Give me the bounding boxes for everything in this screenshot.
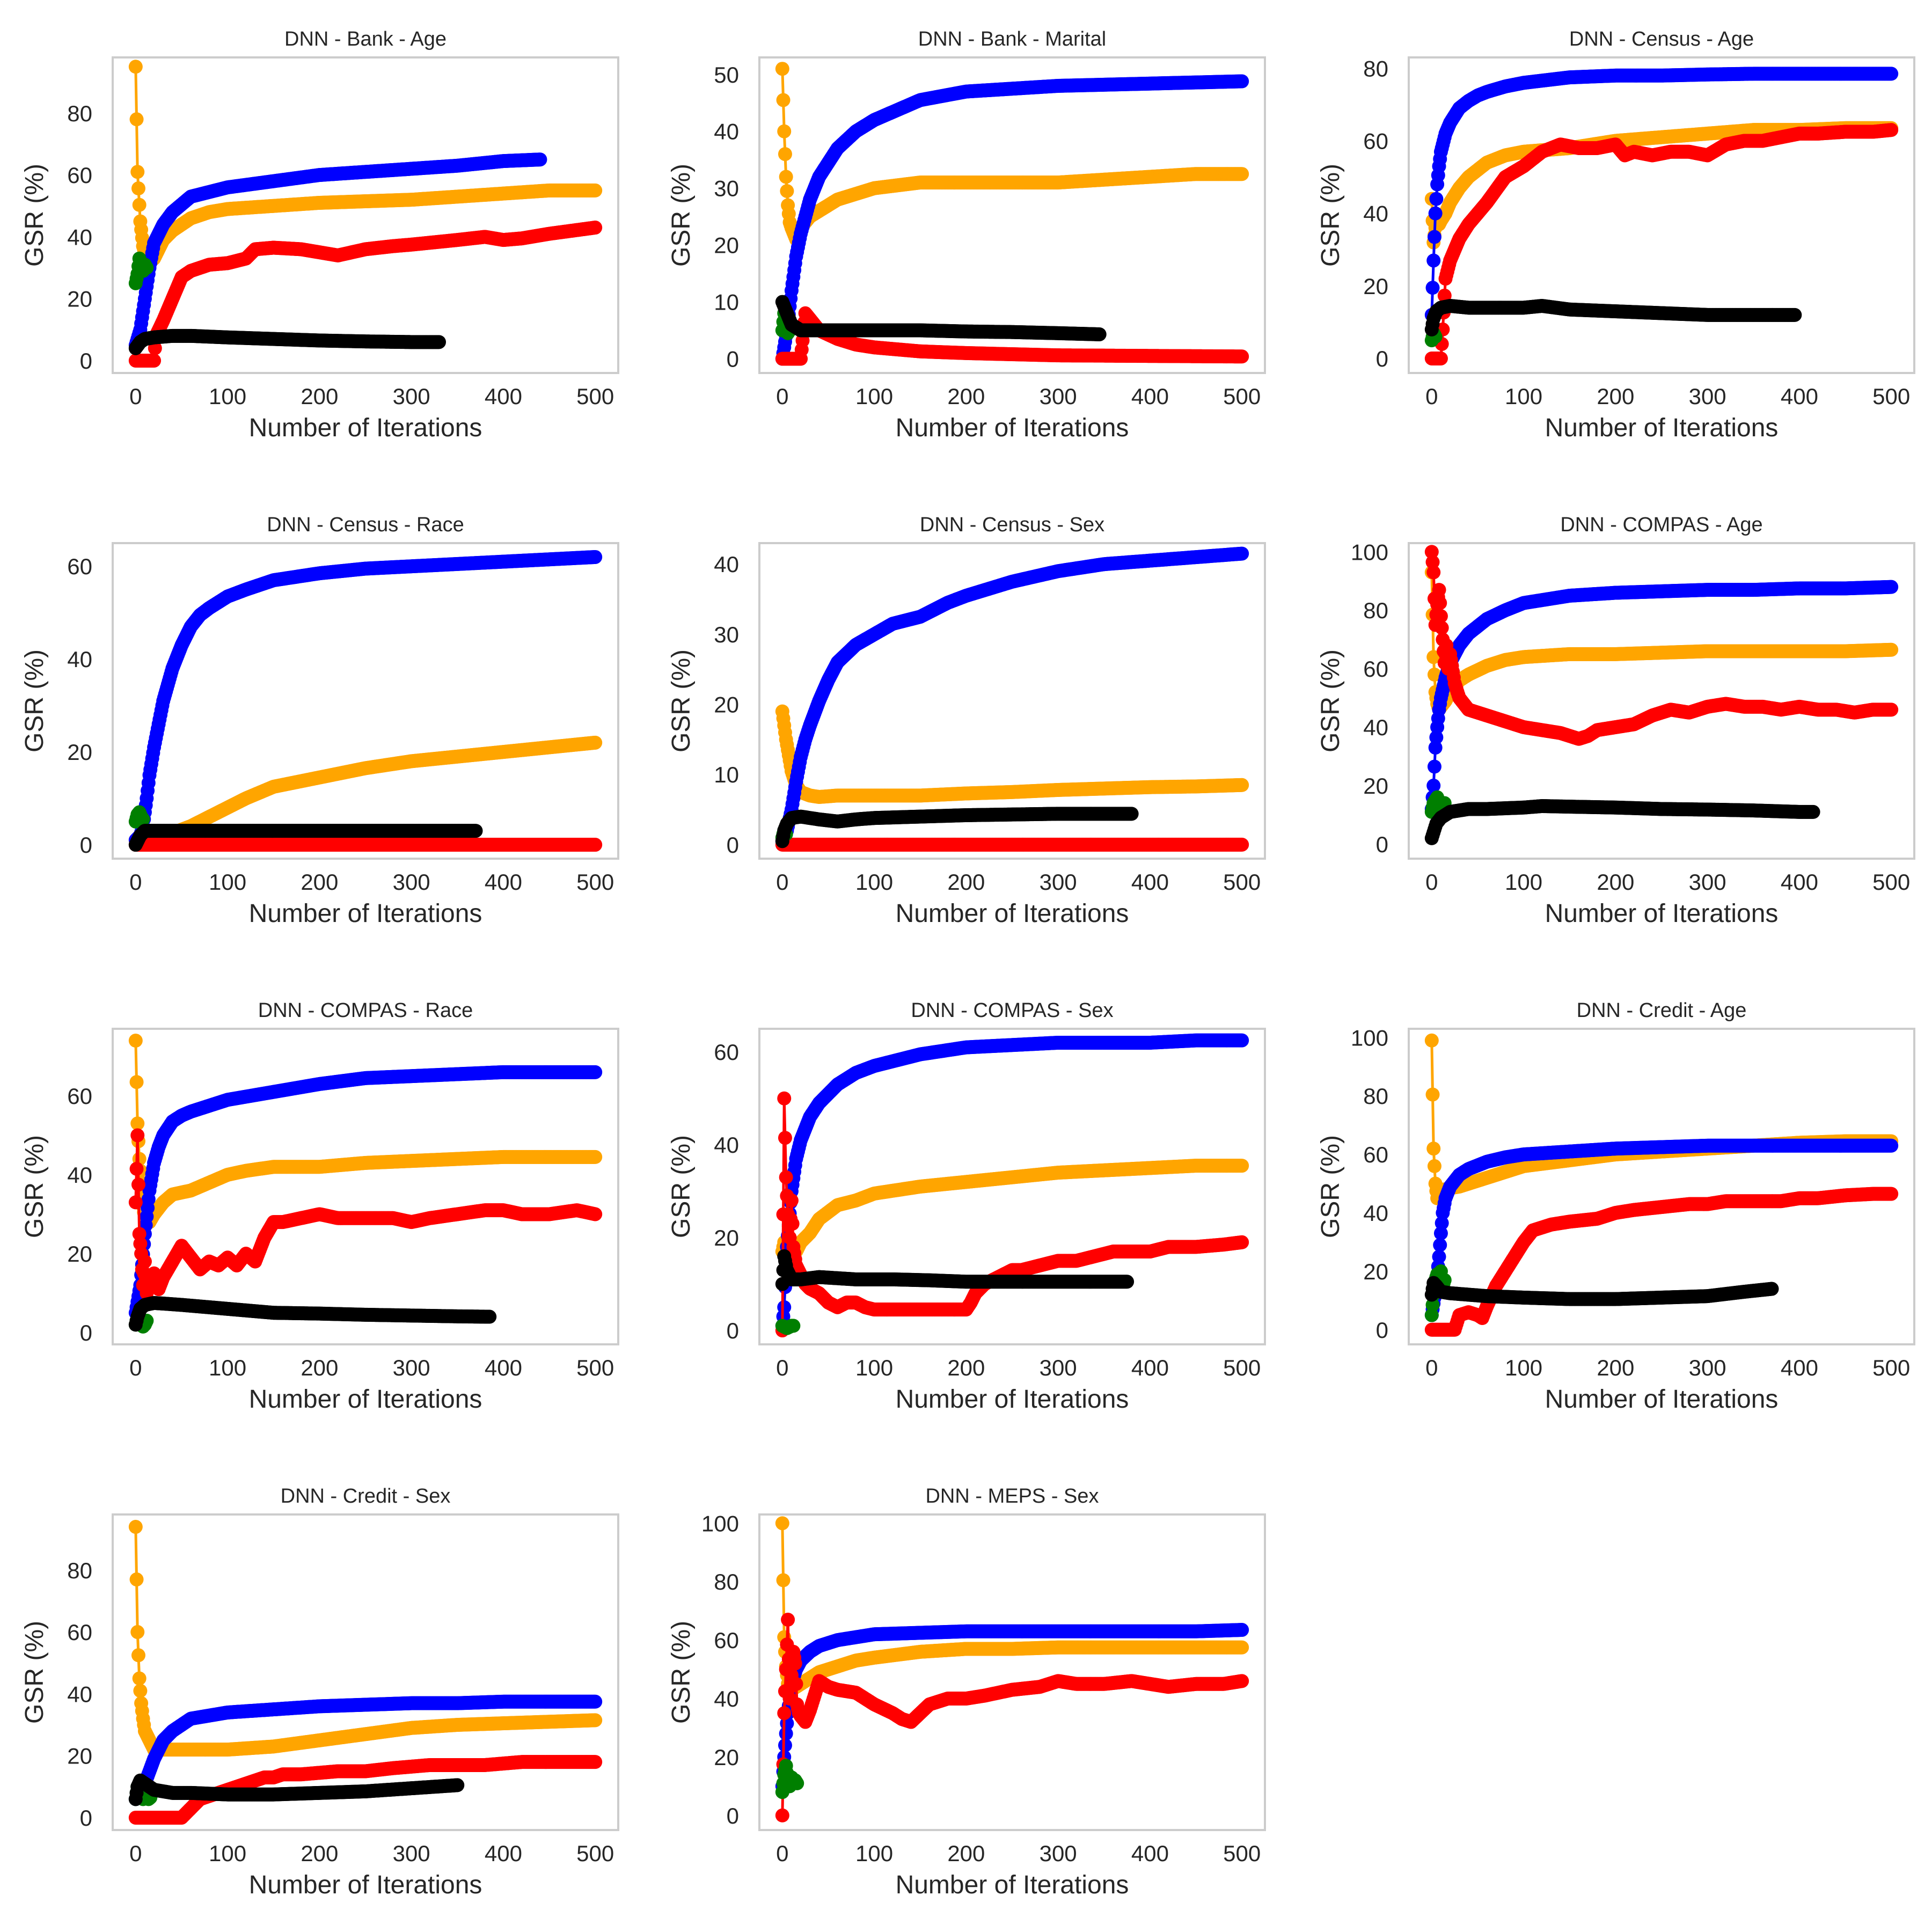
x-tick-label: 400 bbox=[1781, 384, 1818, 409]
data-point bbox=[1428, 206, 1443, 221]
data-point bbox=[1427, 230, 1441, 244]
x-tick-label: 500 bbox=[1223, 384, 1261, 409]
x-tick-label: 300 bbox=[1040, 384, 1077, 409]
x-tick-label: 200 bbox=[947, 384, 985, 409]
x-tick-label: 0 bbox=[129, 384, 142, 409]
y-tick-label: 20 bbox=[67, 287, 92, 312]
y-tick-label: 50 bbox=[714, 62, 739, 87]
data-point bbox=[778, 147, 792, 162]
data-point bbox=[1235, 167, 1249, 181]
data-point bbox=[132, 197, 147, 212]
data-point bbox=[780, 184, 794, 198]
axes-frame bbox=[112, 56, 619, 374]
data-point bbox=[775, 62, 789, 76]
data-point bbox=[1884, 67, 1899, 81]
y-tick-label: 80 bbox=[67, 101, 92, 126]
x-tick-label: 400 bbox=[1131, 384, 1169, 409]
x-tick-label: 200 bbox=[301, 384, 338, 409]
data-point bbox=[1235, 74, 1249, 89]
y-tick-label: 20 bbox=[1363, 274, 1388, 299]
y-axis-label: GSR (%) bbox=[1316, 164, 1345, 267]
series-black bbox=[775, 295, 1107, 341]
data-point bbox=[779, 170, 793, 184]
x-axis-label: Number of Iterations bbox=[896, 414, 1129, 442]
y-tick-label: 0 bbox=[1376, 346, 1388, 371]
plot-area bbox=[128, 60, 603, 368]
y-tick-label: 0 bbox=[727, 347, 739, 372]
plot-area bbox=[1424, 67, 1899, 365]
x-tick-label: 200 bbox=[1597, 384, 1634, 409]
data-point bbox=[1433, 351, 1448, 365]
y-tick-label: 10 bbox=[714, 290, 739, 315]
x-axis-label: Number of Iterations bbox=[249, 414, 482, 442]
data-point bbox=[1092, 327, 1107, 341]
data-point bbox=[588, 221, 603, 235]
y-tick-label: 30 bbox=[714, 176, 739, 201]
y-axis-label: GSR (%) bbox=[20, 164, 49, 267]
y-tick-label: 40 bbox=[1363, 201, 1388, 226]
data-point bbox=[1429, 192, 1444, 206]
subplot-2: DNN - Bank - Marital 0 100 200 300 400 500 0 10 2… bbox=[667, 28, 1266, 442]
x-tick-label: 0 bbox=[1425, 384, 1438, 409]
data-point bbox=[1235, 349, 1249, 364]
x-tick-label: 400 bbox=[485, 384, 522, 409]
subplot-3: DNN - Census - Age 0 100 200 300 400 500 0 20 40 6… bbox=[1316, 28, 1915, 442]
series-black bbox=[128, 328, 447, 355]
series-red bbox=[128, 221, 603, 368]
series-blue bbox=[1424, 67, 1899, 322]
subplot-1: DNN - Bank - Age 0 100 200 300 400 500 0 20 40 60 8… bbox=[20, 28, 619, 442]
series-orange bbox=[128, 60, 603, 269]
data-point bbox=[1437, 288, 1452, 303]
x-tick-label: 300 bbox=[393, 384, 430, 409]
x-axis-label: Number of Iterations bbox=[1545, 414, 1779, 442]
data-point bbox=[131, 181, 145, 196]
axes-frame bbox=[758, 56, 1266, 374]
plot-area bbox=[775, 62, 1249, 366]
x-tick-label: 0 bbox=[776, 384, 788, 409]
data-point bbox=[432, 335, 447, 349]
series-green bbox=[128, 251, 154, 290]
data-point bbox=[1425, 281, 1440, 295]
data-point bbox=[776, 93, 791, 107]
x-tick-label: 500 bbox=[576, 384, 614, 409]
data-point bbox=[777, 124, 792, 138]
y-tick-label: 60 bbox=[1363, 128, 1388, 153]
x-tick-label: 300 bbox=[1689, 384, 1726, 409]
data-point bbox=[129, 112, 144, 127]
x-tick-label: 100 bbox=[855, 384, 893, 409]
data-point bbox=[1426, 253, 1441, 268]
data-point bbox=[533, 152, 547, 167]
y-tick-label: 80 bbox=[1363, 56, 1388, 81]
x-tick-label: 100 bbox=[1505, 384, 1542, 409]
y-tick-label: 20 bbox=[714, 233, 739, 258]
subplot-title: DNN - Bank - Age bbox=[284, 28, 447, 50]
data-point bbox=[130, 165, 145, 179]
data-point bbox=[588, 183, 603, 197]
y-tick-label: 40 bbox=[714, 119, 739, 144]
series-red bbox=[1424, 123, 1899, 365]
data-point bbox=[147, 353, 162, 368]
x-tick-label: 500 bbox=[1872, 384, 1910, 409]
y-tick-label: 60 bbox=[67, 163, 92, 188]
subplot-title: DNN - Census - Age bbox=[1569, 28, 1754, 50]
data-point bbox=[128, 60, 143, 74]
series-blue bbox=[128, 152, 547, 353]
data-point bbox=[140, 261, 154, 275]
subplot-title: DNN - Bank - Marital bbox=[918, 28, 1107, 50]
series-blue bbox=[775, 74, 1249, 366]
y-tick-label: 40 bbox=[67, 224, 92, 250]
y-tick-label: 0 bbox=[80, 348, 92, 374]
y-axis-label: GSR (%) bbox=[667, 164, 696, 267]
x-tick-label: 100 bbox=[209, 384, 246, 409]
